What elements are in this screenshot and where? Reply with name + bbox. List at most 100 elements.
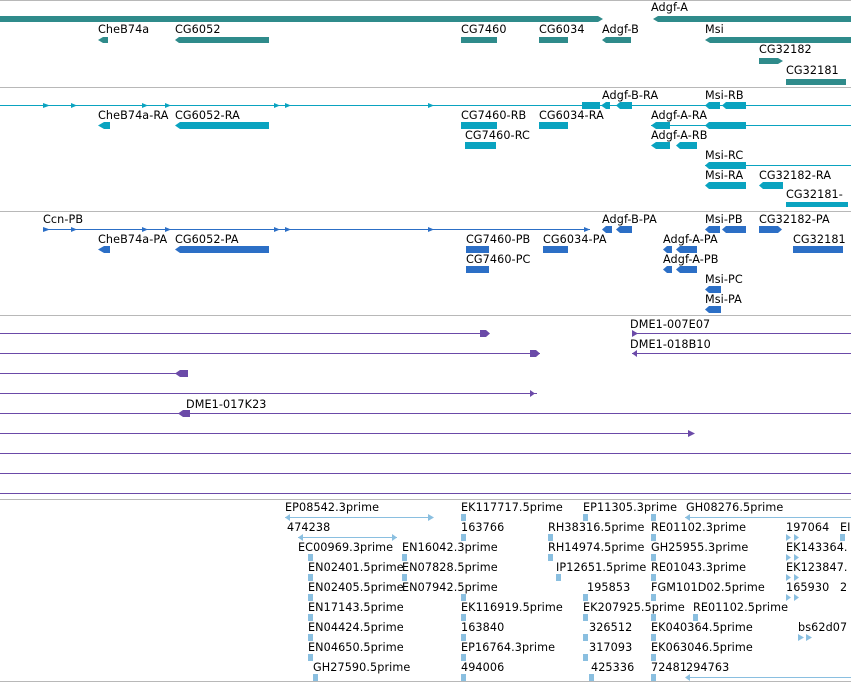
gene-bar-cheb74a [98,37,108,43]
est-label[interactable]: GH08276.5prime [686,501,784,514]
protein-label[interactable]: CG32181 [793,233,846,246]
gene-bar-msi [705,37,851,43]
clone-label[interactable]: DME1-017K23 [186,398,267,411]
est-label[interactable]: EN07828.5prime [402,561,498,574]
est-label[interactable]: EN16042.3prime [402,541,498,554]
gene-label[interactable]: Adgf-A [651,1,689,14]
est-label[interactable]: IP12651.5prime [556,561,647,574]
est-label[interactable]: EC00969.3prime [298,541,394,554]
track-divider [0,681,851,682]
est-label[interactable]: 163766 [461,521,505,534]
protein-label[interactable]: CG7460-PB [466,233,531,246]
est-label[interactable]: RE01102.5prime [693,601,789,614]
est-label[interactable]: EN07942.5prime [402,581,498,594]
clone-track: DME1-007E07 DME1-018B10 DME1-017K23 [0,316,851,500]
est-label[interactable]: EN17143.5prime [308,601,404,614]
protein-label[interactable]: Adgf-A-PB [663,253,719,266]
clone-label[interactable]: DME1-018B10 [630,338,711,351]
transcript-label[interactable]: Msi-RA [705,169,744,182]
protein-label[interactable]: Msi-PA [705,293,742,306]
est-label[interactable]: 72481 [651,661,688,674]
gene-track: Adgf-A CheB74a CG6052 CG7460 CG6034 Adgf… [0,0,851,88]
est-label[interactable]: EK063046.5prime [651,641,753,654]
est-label[interactable]: RE01043.3prime [651,561,747,574]
est-label[interactable]: 165930 [786,581,830,594]
protein-label[interactable]: CG6052-PA [175,233,239,246]
protein-label[interactable]: Adgf-A-PA [663,233,718,246]
est-label[interactable]: RH38316.5prime [548,521,645,534]
protein-label[interactable]: CG7460-PC [466,253,531,266]
transcript-label[interactable]: CG7460-RB [461,109,527,122]
transcript-label[interactable]: CG32181- [786,188,843,201]
protein-label[interactable]: Adgf-B-PA [602,213,657,226]
est-label[interactable]: 195853 [587,581,631,594]
est-label[interactable]: RE01102.3prime [651,521,747,534]
gene-bar-adgf-b [602,37,631,43]
transcript-label[interactable]: CG7460-RC [465,129,530,142]
transcript-label[interactable]: Adgf-A-RB [651,129,708,142]
gene-label[interactable]: CG6052 [175,23,221,36]
est-label[interactable]: 197064 [786,521,830,534]
est-label[interactable]: GH27590.5prime [313,661,411,674]
gene-label[interactable]: CG32182 [759,43,812,56]
transcript-label[interactable]: Adgf-B-RA [602,89,659,102]
track-divider [0,499,851,500]
est-label[interactable]: EK123847. [786,561,848,574]
est-label[interactable]: EK207925.5prime [583,601,685,614]
est-label[interactable]: EN02401.5prime [308,561,404,574]
est-label[interactable]: EI [840,521,851,534]
est-label[interactable]: EP08542.3prime [285,501,380,514]
est-label[interactable]: EK143364. [786,541,848,554]
protein-track-features [43,226,843,313]
transcript-label[interactable]: CheB74a-RA [98,109,169,122]
transcript-label[interactable]: Adgf-A-RA [651,109,708,122]
est-label[interactable]: EK040364.5prime [651,621,753,634]
est-label[interactable]: EN04424.5prime [308,621,404,634]
protein-label[interactable]: CheB74a-PA [98,233,168,246]
gene-label[interactable]: Adgf-B [602,23,639,36]
track-divider [0,211,851,212]
track-divider [0,315,851,316]
protein-label[interactable]: CG32182-PA [759,213,830,226]
protein-track: Ccn-PB Adgf-B-PA Msi-PB CG32182-PA CheB7… [0,212,851,316]
est-label[interactable]: EN04650.5prime [308,641,404,654]
gene-label[interactable]: CheB74a [98,23,150,36]
transcript-label[interactable]: CG32182-RA [759,169,832,182]
est-label[interactable]: 326512 [589,621,633,634]
est-label[interactable]: RH14974.5prime [548,541,645,554]
est-label[interactable]: EN02405.5prime [308,581,404,594]
protein-label[interactable]: Ccn-PB [43,213,84,226]
est-label[interactable]: bs62d07 [798,621,848,634]
gene-track-features [0,16,851,85]
protein-label[interactable]: Msi-PC [705,273,743,286]
clone-label[interactable]: DME1-007E07 [630,318,711,331]
est-label[interactable]: 2 [840,581,848,594]
protein-label[interactable]: CG6034-PA [543,233,607,246]
est-label[interactable]: 163840 [461,621,505,634]
est-label[interactable]: EP11305.3prime [583,501,678,514]
gene-label[interactable]: CG32181 [786,64,839,77]
gene-bar-cg32182 [759,58,783,64]
transcript-label[interactable]: CG6034-RA [539,109,604,122]
transcript-label[interactable]: Msi-RB [705,89,744,102]
est-label[interactable]: 494006 [461,661,505,674]
est-label[interactable]: 317093 [589,641,633,654]
est-label[interactable]: EP16764.3prime [461,641,556,654]
est-label[interactable]: 294763 [686,661,730,674]
est-label[interactable]: 474238 [287,521,331,534]
gene-bar-adgf-b-span [0,16,603,22]
est-label[interactable]: 425336 [591,661,635,674]
est-label[interactable]: EK117717.5prime [461,501,563,514]
est-label[interactable]: EK116919.5prime [461,601,563,614]
gene-label[interactable]: Msi [705,23,724,36]
protein-label[interactable]: Msi-PB [705,213,743,226]
est-label[interactable]: FGM101D02.5prime [651,581,765,594]
gene-label[interactable]: CG7460 [461,23,507,36]
track-divider [0,0,851,1]
gene-label[interactable]: CG6034 [539,23,585,36]
est-label[interactable]: GH25955.3prime [651,541,749,554]
transcript-label[interactable]: Msi-RC [705,149,744,162]
transcript-label[interactable]: CG6052-RA [175,109,240,122]
track-divider [0,87,851,88]
